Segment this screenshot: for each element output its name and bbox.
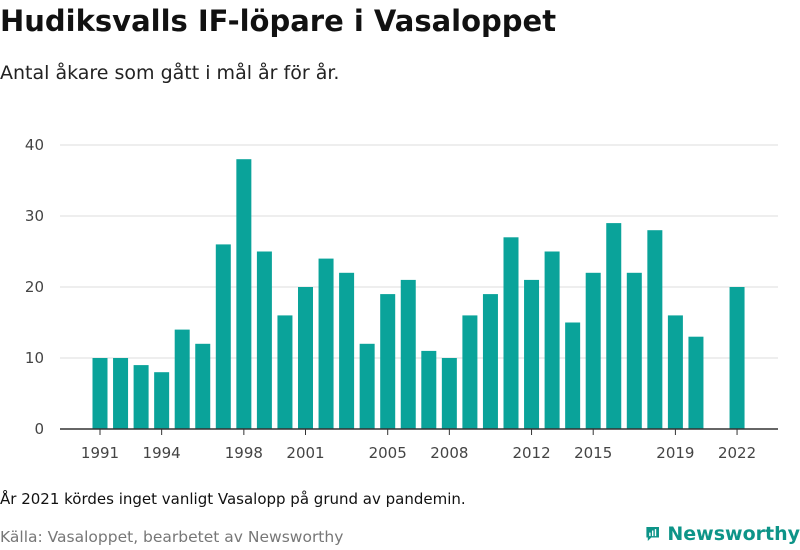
bars bbox=[92, 159, 745, 429]
brand-name: Newsworthy bbox=[667, 523, 800, 545]
bar-2012 bbox=[524, 279, 540, 429]
x-tick-label: 2008 bbox=[430, 444, 468, 462]
chart-subtitle: Antal åkare som gått i mål år för år. bbox=[0, 62, 340, 84]
bar-2015 bbox=[585, 272, 601, 429]
bar-2000 bbox=[277, 315, 293, 429]
x-tick-label: 1991 bbox=[81, 444, 119, 462]
bar-2001 bbox=[298, 287, 313, 429]
bar-2005 bbox=[380, 294, 396, 429]
bar-2018 bbox=[647, 230, 663, 429]
chart-title: Hudiksvalls IF-löpare i Vasaloppet bbox=[0, 4, 557, 38]
bar-1997 bbox=[215, 244, 231, 429]
x-tick-label: 2015 bbox=[574, 444, 612, 462]
y-tick-label: 30 bbox=[25, 207, 44, 225]
bar-2013 bbox=[544, 251, 560, 429]
bar-2011 bbox=[503, 237, 519, 429]
bar-2007 bbox=[421, 350, 437, 429]
x-tick-label: 2005 bbox=[369, 444, 407, 462]
y-tick-label: 10 bbox=[25, 349, 44, 367]
newsworthy-logo-icon bbox=[646, 527, 659, 541]
bar-2022 bbox=[729, 287, 745, 429]
bar-2003 bbox=[339, 272, 355, 429]
newsworthy-logo[interactable]: Newsworthy bbox=[645, 520, 800, 548]
bar-2019 bbox=[667, 315, 683, 429]
bar-2010 bbox=[482, 294, 498, 429]
source-text: Källa: Vasaloppet, bearbetet av Newswort… bbox=[0, 528, 344, 546]
y-tick-label: 20 bbox=[25, 278, 44, 296]
bar-1998 bbox=[236, 159, 252, 429]
bar-2008 bbox=[441, 358, 457, 429]
x-tick-label: 2022 bbox=[718, 444, 756, 462]
bar-2009 bbox=[462, 315, 478, 429]
bar-chart: 0 10 20 30 40 1991 1994 1998 2001 2005 2008 2012 20… bbox=[25, 136, 778, 462]
bar-1995 bbox=[174, 329, 190, 429]
x-axis-ticks: 1991 1994 1998 2001 2005 2008 2012 2015 2019 2022 bbox=[81, 429, 756, 462]
bar-1994 bbox=[154, 372, 170, 429]
bar-1992 bbox=[113, 358, 129, 429]
bar-1991 bbox=[92, 358, 108, 429]
bar-1996 bbox=[195, 343, 211, 429]
x-tick-label: 2019 bbox=[656, 444, 694, 462]
x-tick-label: 1998 bbox=[225, 444, 263, 462]
y-axis-ticks: 0 10 20 30 40 bbox=[25, 136, 44, 438]
bar-2002 bbox=[318, 258, 334, 429]
bar-2016 bbox=[606, 223, 622, 429]
bar-2020 bbox=[688, 336, 704, 429]
x-tick-label: 2012 bbox=[512, 444, 550, 462]
bar-2004 bbox=[359, 343, 375, 429]
bar-2017 bbox=[626, 272, 642, 429]
bar-1999 bbox=[256, 251, 272, 429]
y-tick-label: 0 bbox=[34, 420, 44, 438]
x-tick-label: 1994 bbox=[143, 444, 181, 462]
bar-1993 bbox=[133, 365, 149, 429]
x-tick-label: 2001 bbox=[286, 444, 324, 462]
bar-2006 bbox=[400, 279, 416, 429]
y-tick-label: 40 bbox=[25, 136, 44, 154]
bar-2014 bbox=[565, 322, 581, 429]
footnote: År 2021 kördes inget vanligt Vasalopp på… bbox=[0, 490, 466, 508]
